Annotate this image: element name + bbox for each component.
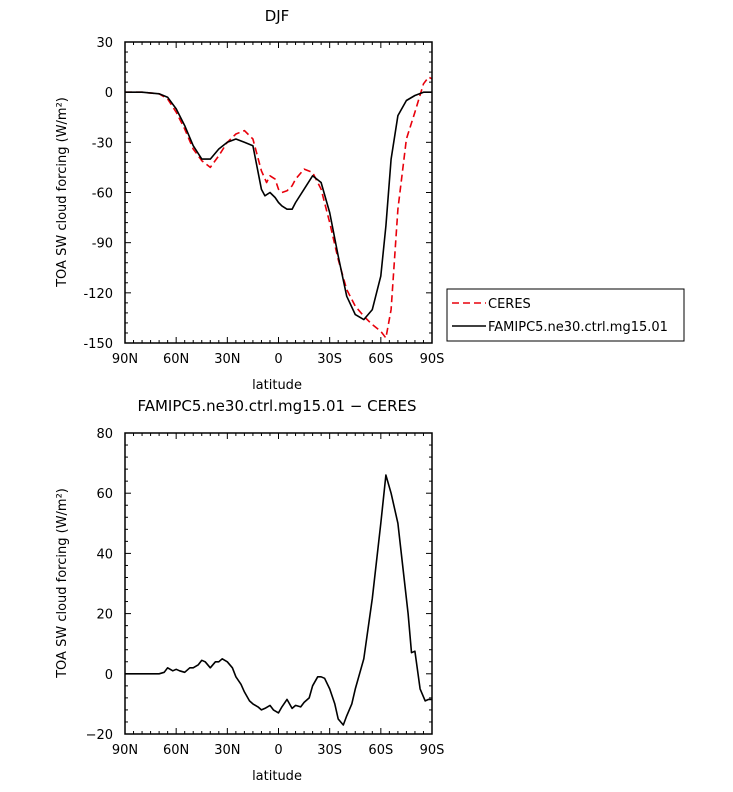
y-axis-label: TOA SW cloud forcing (W/m²) bbox=[55, 488, 70, 679]
y-ticks: 80 60 40 20 0 −20 bbox=[86, 427, 432, 743]
legend-box bbox=[446, 288, 685, 342]
plot-frame bbox=[124, 41, 433, 344]
x-tick-label: 90N bbox=[112, 743, 138, 758]
x-tick-label: 90S bbox=[420, 743, 445, 758]
legend-label-ceres: CERES bbox=[488, 297, 531, 312]
x-ticks: 90N 60N 30N 0 30S 60S 90S bbox=[112, 42, 445, 367]
x-tick-label: 60N bbox=[163, 743, 189, 758]
x-axis-label: latitude bbox=[252, 769, 302, 784]
x-tick-label: 30S bbox=[317, 743, 342, 758]
plot-area bbox=[125, 76, 433, 339]
y-tick-label: 60 bbox=[96, 487, 113, 502]
y-tick-label: -60 bbox=[92, 187, 113, 202]
y-ticks: 30 0 -30 -60 -90 -120 -150 bbox=[83, 36, 432, 352]
legend: CERES FAMIPC5.ne30.ctrl.mg15.01 bbox=[446, 288, 685, 342]
y-tick-label: 20 bbox=[96, 608, 113, 623]
x-ticks: 90N 60N 30N 0 30S 60S 90S bbox=[112, 433, 445, 758]
series-line-ceres bbox=[125, 76, 433, 339]
y-tick-label: −20 bbox=[86, 728, 113, 743]
series-line-famipc5-ne30-ctrl-mg15-01 bbox=[125, 91, 432, 321]
x-tick-label: 90N bbox=[112, 352, 138, 367]
chart-title: DJF bbox=[265, 7, 290, 25]
x-tick-label: 30N bbox=[214, 743, 240, 758]
chart-difference: FAMIPC5.ne30.ctrl.mg15.01 − CERES 90N 60N… bbox=[55, 397, 444, 784]
x-tick-label: 60S bbox=[368, 352, 393, 367]
series-line-difference bbox=[125, 474, 432, 726]
y-tick-label: -150 bbox=[83, 337, 113, 352]
x-tick-label: 90S bbox=[420, 352, 445, 367]
chart-djf: DJF 90N 60N 30N 0 30S 60S 90S 30 0 -30 -60 -90 -120… bbox=[55, 7, 444, 393]
y-tick-label: -90 bbox=[92, 237, 113, 252]
y-tick-label: -120 bbox=[83, 287, 113, 302]
plot-area bbox=[125, 474, 432, 726]
x-tick-label: 30N bbox=[214, 352, 240, 367]
x-tick-label: 0 bbox=[274, 743, 282, 758]
x-tick-label: 60N bbox=[163, 352, 189, 367]
legend-label-model: FAMIPC5.ne30.ctrl.mg15.01 bbox=[488, 320, 668, 335]
y-tick-label: 80 bbox=[96, 427, 113, 442]
chart-title: FAMIPC5.ne30.ctrl.mg15.01 − CERES bbox=[137, 397, 416, 415]
y-tick-label: 30 bbox=[96, 36, 113, 51]
x-tick-label: 60S bbox=[368, 743, 393, 758]
x-axis-label: latitude bbox=[252, 378, 302, 393]
y-tick-label: -30 bbox=[92, 136, 113, 151]
x-tick-label: 0 bbox=[274, 352, 282, 367]
y-axis-label: TOA SW cloud forcing (W/m²) bbox=[55, 97, 70, 288]
y-tick-label: 40 bbox=[96, 547, 113, 562]
y-tick-label: 0 bbox=[105, 86, 113, 101]
y-tick-label: 0 bbox=[105, 668, 113, 683]
x-tick-label: 30S bbox=[317, 352, 342, 367]
